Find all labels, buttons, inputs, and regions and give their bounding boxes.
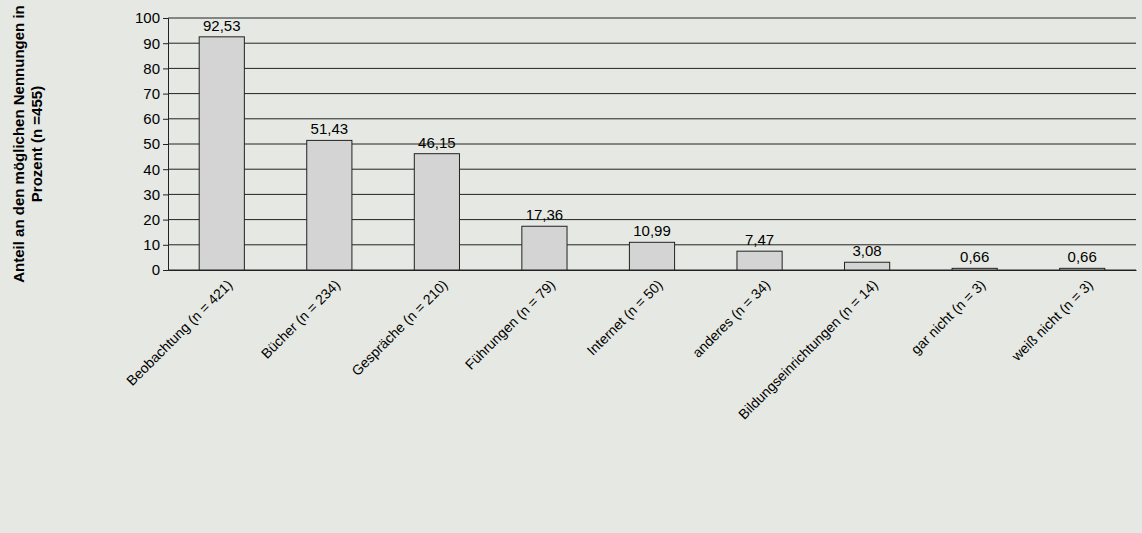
x-tick-label: Führungen (n = 79) [462,276,558,372]
grid-line [168,93,1136,94]
y-axis-title: Anteil an den möglichen Nennungen inProz… [10,5,45,283]
data-label: 46,15 [418,134,456,151]
x-tick: anderes (n = 34) [689,270,773,361]
y-tick-mark [163,270,168,271]
grid-line [168,18,1136,19]
y-tick: 40 [143,161,168,178]
y-tick: 60 [143,110,168,127]
data-label: 92,53 [203,17,241,34]
y-tick-label: 0 [152,261,160,278]
y-tick-mark [163,194,168,195]
y-tick: 80 [143,60,168,77]
y-tick-label: 20 [143,211,160,228]
x-tick: Bildungseinrichtungen (n = 14) [735,270,881,422]
x-tick-label: gar nicht (n = 3) [907,276,988,357]
x-tick-label: Bildungseinrichtungen (n = 14) [735,276,881,422]
y-tick-mark [163,68,168,69]
y-tick: 10 [143,236,168,253]
bar [629,242,674,270]
y-tick-mark [163,119,168,120]
y-tick-label: 40 [143,161,160,178]
y-tick-mark [163,245,168,246]
bar [737,251,782,270]
y-tick-mark [163,18,168,19]
bar [1060,268,1105,270]
y-tick-label: 70 [143,85,160,102]
bar [952,268,997,270]
x-tick: Gespräche (n = 210) [348,270,450,379]
x-tick-label: weiß nicht (n = 3) [1008,276,1096,364]
y-tick-label: 10 [143,236,160,253]
grid-line [168,43,1136,44]
y-tick-mark [163,94,168,95]
data-label: 0,66 [960,248,989,265]
y-tick: 20 [143,211,168,228]
x-tick-label: Internet (n = 50) [584,276,666,358]
y-tick: 30 [143,186,168,203]
bar [199,37,244,270]
x-axis-line [169,270,1137,271]
y-tick-label: 60 [143,110,160,127]
x-tick: Führungen (n = 79) [462,270,558,373]
bar [414,154,459,270]
data-label: 17,36 [526,206,564,223]
y-tick-label: 90 [143,35,160,52]
y-tick-label: 50 [143,135,160,152]
y-tick: 100 [135,9,168,26]
grid-line [168,68,1136,69]
grid [168,18,1136,270]
bar [307,140,352,270]
y-axis: 0 10 20 30 40 50 60 70 80 90 100 [135,9,169,278]
x-axis: Beobachtung (n = 421) Bücher (n = 234)Ges… [123,270,1136,422]
y-tick-mark [163,144,168,145]
x-tick: Bücher (n = 234) [258,270,343,362]
y-tick: 50 [143,135,168,152]
bar [522,226,567,270]
x-tick-label: anderes (n = 34) [689,276,773,360]
y-tick-label: 80 [143,60,160,77]
data-label: 51,43 [311,120,349,137]
data-label: 0,66 [1068,248,1097,265]
data-label: 7,47 [745,231,774,248]
y-tick-mark [163,169,168,170]
bar [845,262,890,270]
grid-line [168,118,1136,119]
y-tick-mark [163,43,168,44]
x-tick: weiß nicht (n = 3) [1008,270,1096,365]
y-tick-mark [163,220,168,221]
y-tick-label: 100 [135,9,160,26]
data-label: 3,08 [853,242,882,259]
bars [199,37,1105,270]
y-tick: 90 [143,35,168,52]
x-tick-label: Bücher (n = 234) [258,276,343,361]
y-tick: 0 [152,261,168,278]
data-label: 10,99 [633,222,671,239]
y-tick-label: 30 [143,186,160,203]
x-tick: Beobachtung (n = 421) [123,270,235,389]
x-tick-label: Gespräche (n = 210) [348,276,450,378]
y-axis-line [163,19,169,271]
x-tick-label: Beobachtung (n = 421) [123,276,235,388]
y-tick: 70 [143,85,168,102]
data-labels: 92,53 51,43 46,15 17,36 10,99 7,47 3,08 0,66 0,6… [203,17,1097,266]
x-tick: Internet (n = 50) [584,270,666,358]
x-tick: gar nicht (n = 3) [907,270,988,357]
